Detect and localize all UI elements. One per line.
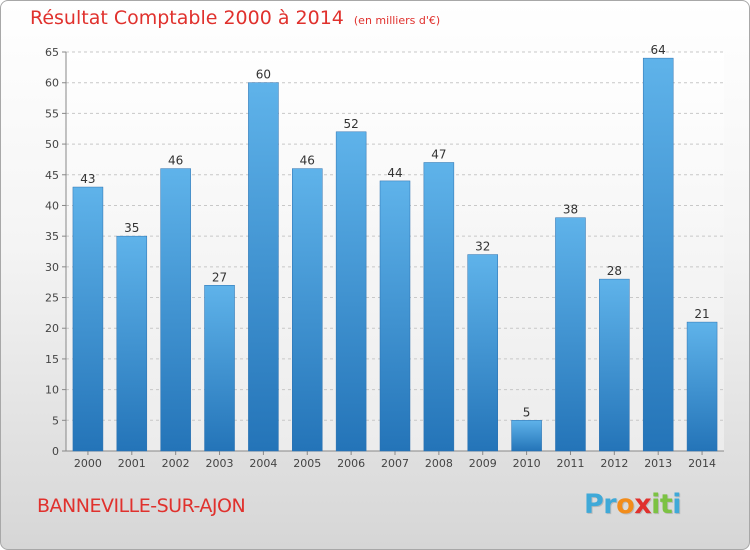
x-tick-label: 2003 [206,457,234,470]
logo-letter: t [659,489,673,520]
bar [335,131,367,452]
x-tick-label: 2004 [249,457,277,470]
x-tick-label: 2001 [118,457,146,470]
y-tick-label: 5 [52,414,59,427]
x-tick-label: 2007 [381,457,409,470]
logo-letter: o [616,489,635,520]
data-label: 47 [431,147,446,161]
y-tick-label: 25 [45,292,59,305]
data-label: 64 [651,43,666,57]
x-tick-label: 2013 [644,457,672,470]
title-row: Résultat Comptable 2000 à 2014 (en millie… [30,7,440,29]
data-label: 35 [124,221,139,235]
x-tick-label: 2010 [513,457,541,470]
logo-letter: P [584,489,604,520]
bar [686,321,718,452]
bar [379,180,411,452]
data-label: 5 [523,405,531,419]
bar [204,285,235,452]
data-label: 28 [607,264,622,278]
x-tick-label: 2011 [556,457,584,470]
y-tick-label: 20 [45,322,59,335]
bar [292,168,323,452]
chart-subtitle: (en milliers d'€) [353,14,441,27]
bar [248,82,279,452]
x-tick-label: 2008 [425,457,453,470]
x-tick-label: 2005 [293,457,321,470]
data-label: 43 [80,172,95,186]
bar [467,254,498,452]
x-tick-label: 2006 [337,457,365,470]
data-label: 46 [168,154,183,168]
bar [72,186,104,452]
data-label: 38 [563,203,578,217]
logo-letter: i [672,489,682,520]
data-label: 46 [300,154,315,168]
y-tick-label: 15 [45,353,59,366]
logo-letter: r [603,489,617,520]
bar [116,235,148,452]
bar [423,162,455,452]
x-tick-label: 2000 [74,457,102,470]
x-tick-label: 2014 [688,457,716,470]
y-tick-label: 0 [52,445,59,458]
y-tick-label: 10 [45,384,59,397]
y-tick-label: 60 [45,77,59,90]
chart-title: Résultat Comptable 2000 à 2014 [30,7,344,29]
data-label: 27 [212,270,227,284]
y-tick-label: 35 [45,230,59,243]
bar [599,278,630,452]
bar [642,57,674,452]
logo-letter: i [651,489,660,520]
logo-letter: x [634,489,652,520]
x-tick-label: 2012 [600,457,628,470]
y-tick-label: 45 [45,169,59,182]
x-tick-label: 2009 [469,457,497,470]
place-name: BANNEVILLE-SUR-AJON [37,495,246,517]
data-label: 44 [387,166,402,180]
data-label: 52 [343,117,358,131]
bar [160,168,191,452]
data-label: 21 [694,307,709,321]
y-tick-label: 55 [45,107,59,120]
y-tick-label: 50 [45,138,59,151]
proxiti-logo: Proxiti [584,489,682,520]
data-label: 32 [475,240,490,254]
bar [555,217,586,452]
y-tick-label: 65 [45,46,59,59]
y-tick-label: 30 [45,261,59,274]
bar [511,420,542,452]
y-tick-label: 40 [45,199,59,212]
data-label: 60 [256,68,271,82]
x-tick-label: 2002 [162,457,190,470]
